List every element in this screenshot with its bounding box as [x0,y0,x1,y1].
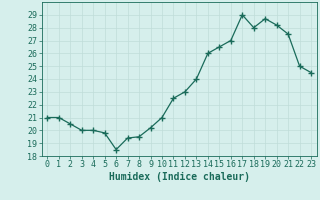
X-axis label: Humidex (Indice chaleur): Humidex (Indice chaleur) [109,172,250,182]
